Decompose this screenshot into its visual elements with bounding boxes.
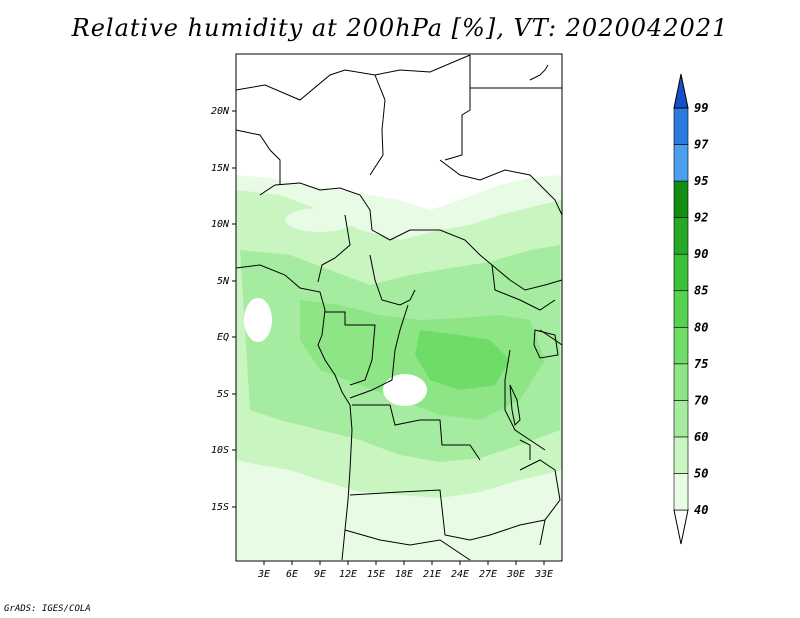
colorbar-segment <box>673 400 689 438</box>
y-tick-label: EQ <box>217 332 229 343</box>
colorbar: 40 50 60 70 75 80 85 90 92 95 97 99 <box>673 73 709 545</box>
colorbar-label: 70 <box>694 393 708 407</box>
x-tick-label: 15E <box>367 569 385 580</box>
colorbar-segment <box>673 436 689 474</box>
x-tick-label: 30E <box>506 569 525 580</box>
x-tick-label: 24E <box>451 569 469 580</box>
colorbar-label: 95 <box>694 174 708 188</box>
x-tick-label: 6E <box>286 569 298 580</box>
coastline <box>235 264 353 561</box>
border <box>439 159 563 216</box>
colorbar-label: 99 <box>694 101 708 115</box>
y-tick-label: 5N <box>217 276 230 287</box>
colorbar-segment <box>673 363 689 401</box>
x-tick-label: 12E <box>339 569 357 580</box>
lake <box>509 384 521 427</box>
border <box>325 311 376 386</box>
border <box>352 404 481 461</box>
colorbar-segment <box>673 144 689 182</box>
x-tick-label: 33E <box>534 569 553 580</box>
border <box>349 489 546 541</box>
colorbar-label: 80 <box>694 320 708 334</box>
y-tick-label: 10N <box>211 219 230 230</box>
border <box>369 74 386 176</box>
border <box>317 214 351 283</box>
border <box>371 229 563 291</box>
island <box>529 64 549 81</box>
colorbar-segment <box>673 326 689 365</box>
colorbar-label: 50 <box>694 466 708 480</box>
colorbar-label: 85 <box>694 284 708 298</box>
border <box>235 129 281 185</box>
colorbar-label: 90 <box>694 247 708 261</box>
credit-text: GrADS: IGES/COLA <box>4 604 91 614</box>
y-tick-label: 10S <box>211 445 229 456</box>
border <box>444 55 471 161</box>
x-tick-label: 21E <box>423 569 441 580</box>
border <box>369 254 416 306</box>
x-tick-label: 9E <box>314 569 326 580</box>
humidity-field-80 <box>415 330 510 390</box>
border <box>235 54 471 101</box>
x-axis: 3E 6E 9E 12E 15E 18E 21E 24E 27E 30E 33E <box>257 561 553 580</box>
colorbar-segment <box>673 473 689 511</box>
colorbar-segment <box>673 509 689 545</box>
colorbar-segment <box>673 217 689 255</box>
colorbar-segment <box>673 290 689 328</box>
colorbar-label: 92 <box>694 211 708 225</box>
y-tick-label: 15N <box>211 163 230 174</box>
colorbar-label: 60 <box>694 430 708 444</box>
lake <box>519 439 531 460</box>
border <box>349 304 409 399</box>
y-tick-label: 15S <box>211 502 229 513</box>
border <box>491 264 556 311</box>
colorbar-segment <box>673 253 689 292</box>
colorbar-label: 97 <box>694 138 709 152</box>
colorbar-segment <box>673 107 689 145</box>
y-tick-label: 20N <box>211 106 230 117</box>
humidity-gap <box>244 298 272 342</box>
humidity-gap <box>383 374 427 406</box>
x-tick-label: 18E <box>395 569 413 580</box>
y-axis: 20N 15N 10N 5N EQ 5S 10S 15S <box>211 106 236 513</box>
humidity-gap <box>285 208 355 232</box>
colorbar-segment <box>673 180 689 218</box>
lake <box>533 329 559 359</box>
boundaries <box>235 54 563 561</box>
map-frame <box>235 53 563 562</box>
border <box>344 529 471 561</box>
chart-title: Relative humidity at 200hPa [%], VT: 202… <box>71 14 729 42</box>
humidity-shading <box>236 175 562 560</box>
y-tick-label: 5S <box>217 389 229 400</box>
x-tick-label: 3E <box>257 569 270 580</box>
x-tick-label: 27E <box>479 569 497 580</box>
border <box>259 182 373 231</box>
border <box>504 349 546 451</box>
colorbar-segment <box>673 73 689 109</box>
border <box>519 459 561 546</box>
colorbar-label: 75 <box>694 357 708 371</box>
border <box>539 329 563 346</box>
colorbar-label: 40 <box>694 503 708 517</box>
